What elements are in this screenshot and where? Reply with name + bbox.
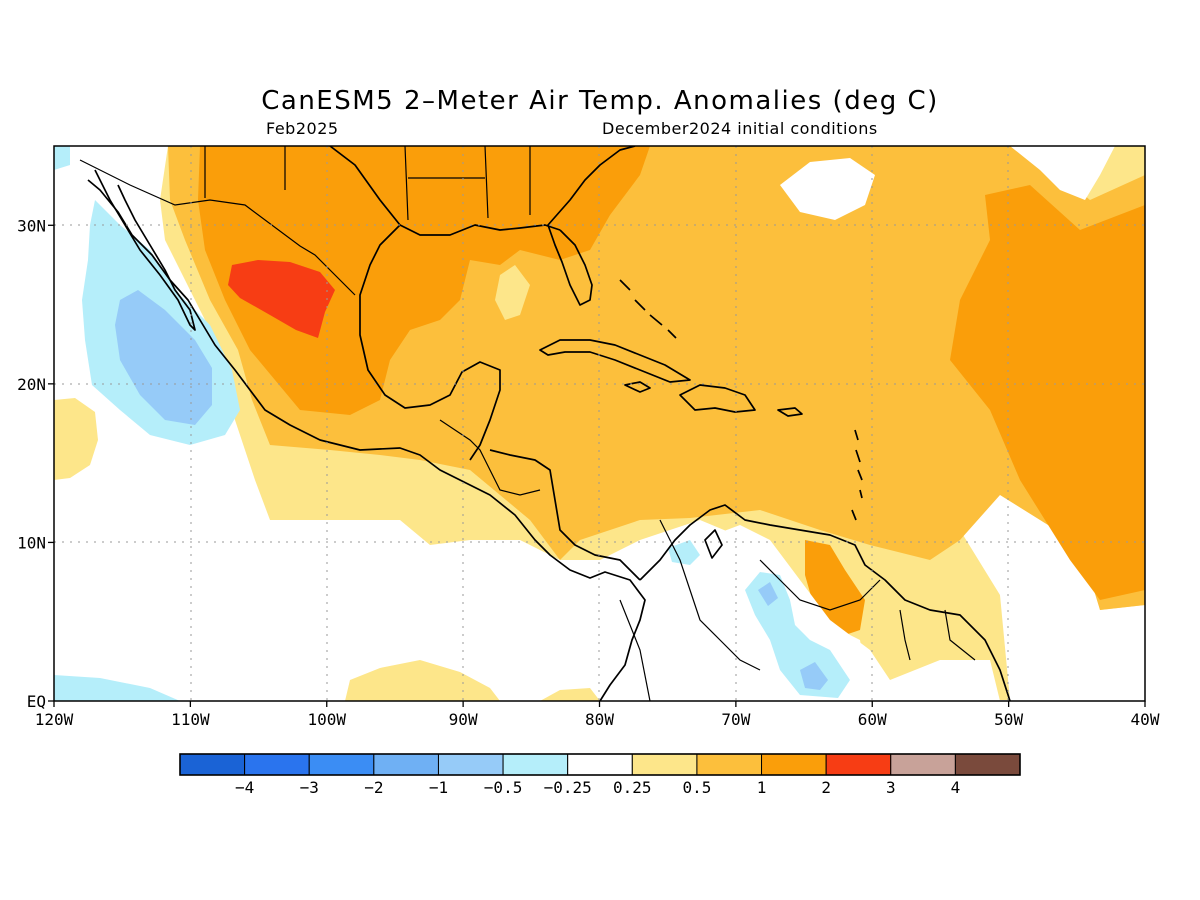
anomaly-neg-half	[758, 582, 778, 606]
colorbar-label: 0.5	[682, 778, 711, 797]
colorbar-label: −0.5	[484, 778, 523, 797]
colorbar-swatch	[502, 753, 569, 776]
y-axis: EQ 10N 20N 30N	[17, 216, 54, 711]
y-tick-label: EQ	[27, 692, 46, 711]
anomaly-neg-half	[800, 662, 828, 690]
anomaly-pos-quarter	[54, 398, 98, 480]
y-tick-label: 30N	[17, 216, 46, 235]
x-tick-label: 100W	[307, 710, 346, 729]
x-tick-label: 40W	[1131, 710, 1160, 729]
anomaly-neg-quarter	[54, 675, 180, 701]
anomaly-pos-quarter	[495, 265, 530, 320]
x-tick-label: 110W	[171, 710, 210, 729]
map-title: CanESM5 2–Meter Air Temp. Anomalies (deg…	[261, 86, 939, 116]
anomaly-pos-quarter	[345, 660, 500, 701]
colorbar-swatch	[437, 753, 504, 776]
forecast-month: Feb2025	[266, 119, 339, 138]
anomaly-neg-quarter	[745, 572, 850, 698]
colorbar-swatch	[954, 753, 1021, 776]
anomaly-pos-two	[228, 260, 335, 338]
colorbar-label: 2	[821, 778, 831, 797]
anomaly-pos-one	[950, 185, 1145, 600]
colorbar-frame	[179, 753, 1021, 776]
colorbar-label: −3	[300, 778, 319, 797]
colorbar-label: 1	[757, 778, 767, 797]
initial-conditions: December2024 initial conditions	[602, 119, 878, 138]
x-tick-label: 50W	[994, 710, 1023, 729]
colorbar-label: −4	[235, 778, 254, 797]
colorbar-swatch	[567, 753, 633, 776]
colorbar-legend: −4 −3 −2 −1 −0.5 −0.25 0.25 0.5 1 2 3 4	[179, 753, 1021, 797]
anomaly-neg-quarter	[668, 540, 700, 565]
colorbar-swatch	[373, 753, 439, 776]
y-tick-label: 10N	[17, 533, 46, 552]
colorbar-label: −1	[429, 778, 448, 797]
colorbar-swatch	[761, 753, 827, 776]
anomaly-neutral	[600, 525, 1000, 701]
x-axis: 120W 110W 100W 90W 80W 70W 60W 50W 40W	[35, 701, 1160, 729]
borders	[79, 146, 976, 701]
x-tick-label: 90W	[449, 710, 478, 729]
colorbar-swatch	[308, 753, 375, 776]
colorbar-label: −0.25	[544, 778, 592, 797]
colorbar-label: 0.25	[613, 778, 652, 797]
anomaly-neutral	[1010, 146, 1115, 200]
coastlines	[87, 146, 1011, 701]
colorbar-label: 4	[951, 778, 961, 797]
x-tick-label: 80W	[585, 710, 614, 729]
anomaly-pos-one	[198, 146, 650, 415]
x-tick-label: 120W	[35, 710, 74, 729]
colorbar-swatch	[696, 753, 763, 776]
colorbar-swatch	[825, 753, 892, 776]
grid-lines	[54, 146, 1145, 701]
y-tick-label: 20N	[17, 375, 46, 394]
x-tick-label: 60W	[858, 710, 887, 729]
colorbar-swatch	[631, 753, 698, 776]
x-tick-label: 70W	[721, 710, 750, 729]
anomaly-neg-half	[115, 290, 212, 425]
colorbar-label: −2	[364, 778, 383, 797]
anomaly-field	[54, 146, 1145, 701]
colorbar-swatch	[890, 753, 956, 776]
colorbar-swatch	[244, 753, 310, 776]
colorbar-label: 3	[886, 778, 896, 797]
anomaly-pos-quarter	[540, 688, 600, 701]
anomaly-neg-quarter	[54, 146, 70, 170]
colorbar-swatch	[179, 753, 246, 776]
anomaly-neutral	[780, 158, 875, 220]
